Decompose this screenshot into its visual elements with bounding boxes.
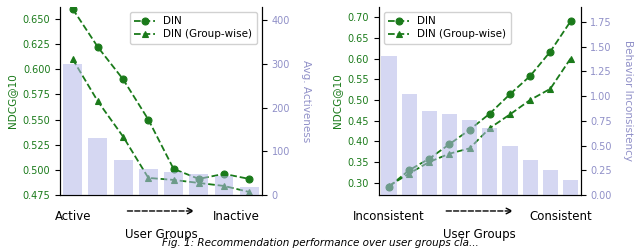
Text: Inactive: Inactive <box>213 210 260 223</box>
DIN <box>405 169 413 172</box>
Bar <box>114 160 132 195</box>
Bar <box>422 111 437 195</box>
DIN (Group-wise) <box>466 147 474 150</box>
Bar <box>63 64 82 195</box>
Text: Active: Active <box>54 210 91 223</box>
Y-axis label: Behavior Inconsistency: Behavior Inconsistency <box>623 40 633 162</box>
Legend: DIN, DIN (Group-wise): DIN, DIN (Group-wise) <box>130 12 257 44</box>
Y-axis label: NDCG@10: NDCG@10 <box>332 74 342 128</box>
Y-axis label: NDCG@10: NDCG@10 <box>7 74 17 128</box>
DIN <box>426 157 433 160</box>
Bar <box>401 94 417 195</box>
DIN <box>69 8 77 10</box>
DIN <box>445 143 453 146</box>
Line: DIN (Group-wise): DIN (Group-wise) <box>69 56 253 196</box>
Bar <box>543 170 558 195</box>
Line: DIN: DIN <box>69 6 253 182</box>
Text: Consistent: Consistent <box>529 210 592 223</box>
DIN <box>486 112 493 115</box>
DIN <box>466 128 474 131</box>
Legend: DIN, DIN (Group-wise): DIN, DIN (Group-wise) <box>384 12 511 44</box>
Line: DIN: DIN <box>385 18 574 190</box>
Bar <box>462 120 477 195</box>
DIN <box>94 46 102 49</box>
DIN (Group-wise) <box>69 58 77 61</box>
Bar <box>381 56 397 195</box>
X-axis label: User Groups: User Groups <box>444 228 516 241</box>
DIN (Group-wise) <box>486 126 493 130</box>
DIN <box>385 185 393 188</box>
Bar <box>164 172 183 195</box>
DIN (Group-wise) <box>566 57 574 60</box>
Y-axis label: Avg. Activeness: Avg. Activeness <box>301 60 311 142</box>
DIN <box>566 20 574 23</box>
DIN <box>526 74 534 78</box>
DIN (Group-wise) <box>170 178 177 182</box>
DIN (Group-wise) <box>506 113 514 116</box>
Bar <box>483 128 497 195</box>
DIN (Group-wise) <box>526 98 534 102</box>
Bar <box>214 176 234 195</box>
Text: Fig. 1: Recommendation performance over user groups cla...: Fig. 1: Recommendation performance over … <box>162 238 478 248</box>
DIN (Group-wise) <box>119 135 127 138</box>
DIN (Group-wise) <box>94 100 102 103</box>
Text: Inconsistent: Inconsistent <box>353 210 425 223</box>
DIN <box>245 178 253 180</box>
DIN (Group-wise) <box>547 87 554 90</box>
DIN (Group-wise) <box>195 182 203 184</box>
DIN <box>547 50 554 53</box>
Bar <box>240 187 259 195</box>
DIN (Group-wise) <box>220 184 228 188</box>
Bar <box>189 174 208 195</box>
DIN <box>506 93 514 96</box>
Bar <box>502 146 518 195</box>
X-axis label: User Groups: User Groups <box>125 228 197 241</box>
DIN <box>170 167 177 170</box>
Bar <box>88 138 108 195</box>
DIN (Group-wise) <box>145 176 152 180</box>
DIN (Group-wise) <box>385 184 393 188</box>
DIN (Group-wise) <box>405 172 413 175</box>
DIN <box>220 172 228 176</box>
DIN <box>119 78 127 81</box>
DIN (Group-wise) <box>426 160 433 164</box>
DIN (Group-wise) <box>245 190 253 194</box>
DIN (Group-wise) <box>445 152 453 155</box>
Bar <box>442 114 457 195</box>
Bar <box>523 160 538 195</box>
Bar <box>563 180 578 195</box>
DIN <box>145 118 152 121</box>
DIN <box>195 178 203 180</box>
Line: DIN (Group-wise): DIN (Group-wise) <box>385 55 574 190</box>
Bar <box>139 169 158 195</box>
